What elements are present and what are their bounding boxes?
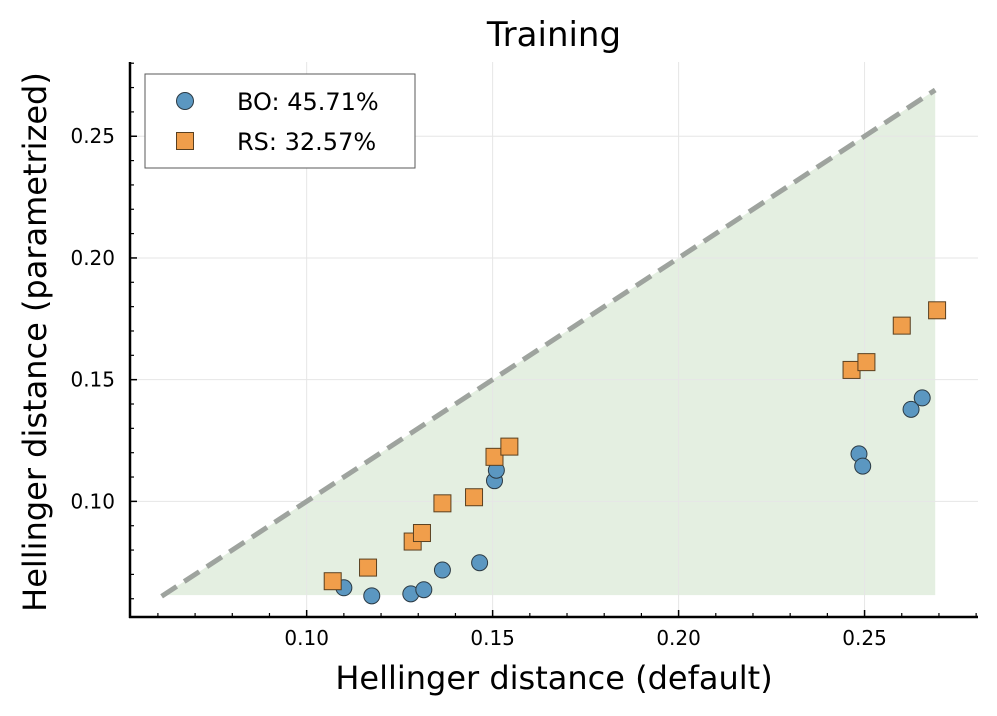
bo-point <box>913 389 931 407</box>
ticks: 0.10 0.15 0.20 0.25 0.10 0.15 0.20 0.25 <box>70 62 977 650</box>
bo-point <box>433 561 451 579</box>
rs-point <box>323 572 342 591</box>
rs-point <box>892 316 911 335</box>
y-tick-label: 0.10 <box>70 489 115 513</box>
rs-point <box>485 447 504 466</box>
x-tick-label: 0.10 <box>284 626 329 650</box>
x-axis-label: Hellinger distance (default) <box>335 659 772 697</box>
rs-point <box>412 524 431 543</box>
y-tick-label: 0.15 <box>70 368 115 392</box>
rs-point <box>433 494 452 513</box>
diagonal-line <box>160 87 937 599</box>
legend-box <box>144 73 416 169</box>
x-tick-label: 0.15 <box>470 626 515 650</box>
rs-point <box>500 437 519 456</box>
legend-square-marker <box>176 132 194 150</box>
bo-point <box>902 400 920 418</box>
rs-point <box>928 301 947 320</box>
x-tick-label: 0.20 <box>656 626 701 650</box>
bo-point <box>415 581 433 599</box>
y-axis-label: Hellinger distance (parametrized) <box>16 72 54 612</box>
bo-point <box>471 554 489 572</box>
y-tick-label: 0.25 <box>70 124 115 148</box>
rs-point <box>857 353 876 372</box>
legend-circle-marker <box>176 92 194 110</box>
chart-title: Training <box>486 15 621 55</box>
legend: BO: 45.71% RS: 32.57% <box>144 73 416 169</box>
x-tick-label: 0.25 <box>842 626 887 650</box>
rs-point <box>359 558 378 577</box>
bo-point <box>363 587 381 605</box>
y-tick-label: 0.20 <box>70 246 115 270</box>
legend-label-rs: RS: 32.57% <box>237 128 376 156</box>
rs-point <box>465 488 484 507</box>
diagonal-dashed-line <box>160 87 937 599</box>
data-points <box>323 301 947 605</box>
bo-point <box>854 457 872 475</box>
legend-label-bo: BO: 45.71% <box>237 88 379 116</box>
